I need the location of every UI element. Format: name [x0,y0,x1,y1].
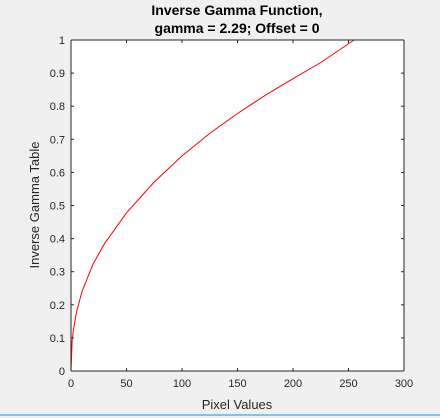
y-tick-label: 0.4 [50,234,65,246]
y-tick-label: 0.1 [50,333,65,345]
x-tick-label: 0 [68,378,74,390]
x-tick-label: 200 [284,378,302,390]
y-tick-label: 0.3 [50,267,65,279]
inverse-gamma-curve [70,39,355,372]
y-tick-label: 0.9 [50,68,65,80]
plot-area [71,40,404,371]
x-tick-label: 300 [395,378,413,390]
chart-title-line-2: gamma = 2.29; Offset = 0 [155,20,320,36]
y-tick-label: 0.2 [50,300,65,312]
chart-title-line-1: Inverse Gamma Function, [151,2,322,18]
y-axis-label: Inverse Gamma Table [27,142,42,269]
y-tick-label: 0.5 [50,201,65,213]
bottom-accent-line [0,414,440,416]
y-tick-label: 1 [59,35,65,47]
x-axis-label: Pixel Values [202,397,273,412]
x-tick-label: 50 [120,378,132,390]
x-tick-label: 100 [173,378,191,390]
x-tick-label: 250 [339,378,357,390]
y-tick-label: 0 [59,366,65,378]
axes-box [70,39,405,372]
y-tick-label: 0.6 [50,167,65,179]
y-axis-ticks: 0 0.1 0.2 0.3 0.4 0.5 0.6 0.7 0.8 0.9 1 [50,35,404,378]
y-tick-label: 0.7 [50,134,65,146]
x-axis-ticks: 0 50 100 150 200 250 300 [68,40,413,390]
x-tick-label: 150 [228,378,246,390]
y-tick-label: 0.8 [50,101,65,113]
